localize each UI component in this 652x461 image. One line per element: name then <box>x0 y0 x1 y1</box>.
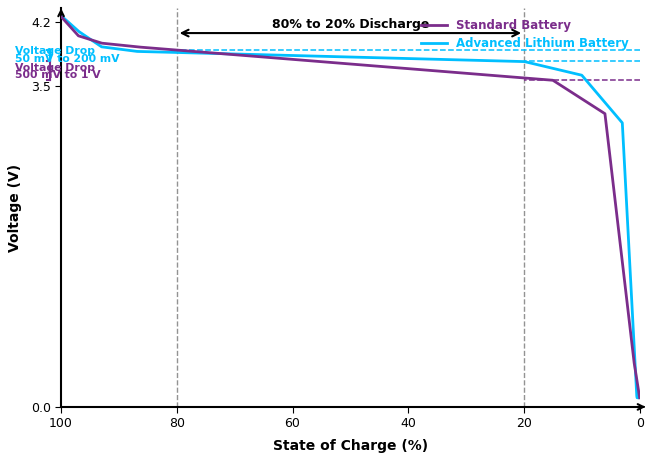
Y-axis label: Voltage (V): Voltage (V) <box>8 164 22 252</box>
Legend: Standard Battery, Advanced Lithium Battery: Standard Battery, Advanced Lithium Batte… <box>416 14 634 54</box>
Text: Voltage Drop: Voltage Drop <box>15 63 95 73</box>
Standard Battery <box>338 60 346 66</box>
Advanced Lithium Battery <box>512 59 520 64</box>
Standard Battery <box>636 395 644 401</box>
Advanced Lithium Battery <box>619 131 627 136</box>
Standard Battery <box>57 14 65 19</box>
Advanced Lithium Battery <box>57 13 65 18</box>
Standard Battery <box>619 264 627 270</box>
Advanced Lithium Battery <box>338 54 346 59</box>
Line: Standard Battery: Standard Battery <box>61 17 640 398</box>
Advanced Lithium Battery <box>633 395 641 401</box>
Advanced Lithium Battery <box>619 125 627 131</box>
Standard Battery <box>323 59 331 65</box>
Advanced Lithium Battery <box>323 53 331 59</box>
Text: 80% to 20% Discharge: 80% to 20% Discharge <box>272 18 429 31</box>
Advanced Lithium Battery <box>636 395 644 401</box>
Text: Voltage Drop: Voltage Drop <box>15 47 95 56</box>
Text: 500 mV to 1 V: 500 mV to 1 V <box>15 70 100 80</box>
Standard Battery <box>512 75 520 80</box>
Advanced Lithium Battery <box>87 37 95 42</box>
Text: 50 mV to 200 mV: 50 mV to 200 mV <box>15 54 119 64</box>
X-axis label: State of Charge (%): State of Charge (%) <box>273 439 428 453</box>
Line: Advanced Lithium Battery: Advanced Lithium Battery <box>61 16 640 398</box>
Standard Battery <box>87 37 95 42</box>
Standard Battery <box>619 262 627 267</box>
